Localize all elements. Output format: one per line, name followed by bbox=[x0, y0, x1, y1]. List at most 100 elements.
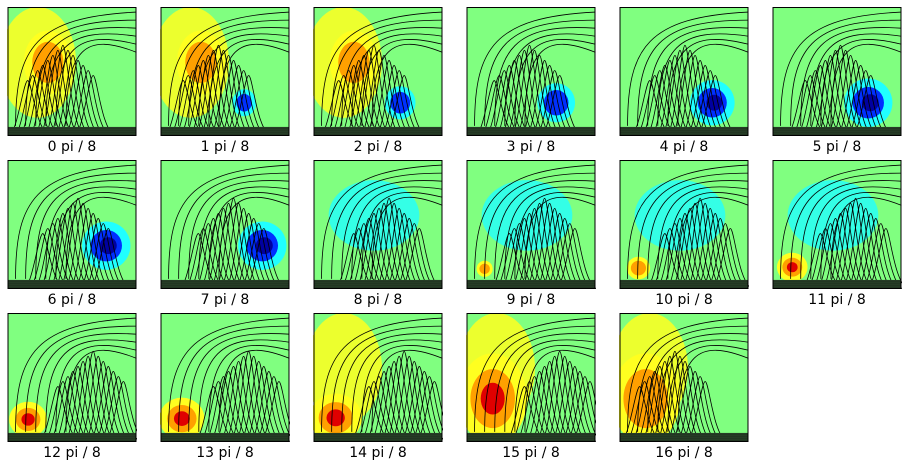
contour-line bbox=[666, 360, 708, 442]
contour-line bbox=[657, 339, 749, 432]
contour-line bbox=[340, 60, 382, 136]
contour-line bbox=[35, 333, 137, 432]
contour-line bbox=[505, 49, 547, 136]
contour-line bbox=[556, 366, 596, 442]
contour-line bbox=[556, 228, 596, 289]
plot-frame bbox=[619, 160, 749, 289]
contour-line bbox=[220, 360, 262, 442]
boundary-band-fill bbox=[160, 432, 290, 442]
contour-line bbox=[696, 213, 738, 289]
panel-caption: 9 pi / 8 bbox=[506, 292, 556, 308]
contour-line bbox=[25, 325, 137, 432]
contour-line bbox=[514, 192, 596, 279]
boundary-band-fill bbox=[7, 126, 137, 136]
contour-line bbox=[235, 218, 277, 289]
panel-caption: 10 pi / 8 bbox=[655, 292, 713, 308]
contour-line bbox=[524, 43, 596, 126]
contour-line bbox=[637, 172, 749, 279]
contour-line bbox=[536, 207, 578, 289]
anomaly-region-cyan bbox=[481, 180, 573, 251]
contour-line bbox=[390, 218, 432, 289]
panel-caption: 12 pi / 8 bbox=[43, 445, 101, 461]
boundary-band-fill bbox=[313, 126, 443, 136]
contour-line bbox=[627, 11, 749, 126]
anomaly-core-red bbox=[786, 262, 798, 273]
contour-line bbox=[526, 60, 568, 136]
contour-line bbox=[208, 39, 290, 126]
contour-lines bbox=[168, 317, 290, 442]
contour-line bbox=[240, 360, 282, 442]
contour-line bbox=[494, 333, 596, 432]
contour-line bbox=[49, 207, 91, 289]
contour-line bbox=[820, 192, 902, 279]
contour-line bbox=[321, 317, 443, 432]
contour-line bbox=[35, 180, 137, 279]
contour-line bbox=[541, 75, 583, 136]
contour-line bbox=[205, 207, 246, 289]
contour-line bbox=[370, 197, 412, 289]
contour-line bbox=[837, 60, 879, 136]
contour-line bbox=[504, 339, 596, 432]
phase-panel: 10 pi / 8 bbox=[619, 160, 749, 310]
cold-anomaly-0 bbox=[689, 80, 735, 126]
contour-line bbox=[677, 196, 749, 279]
contour-plot bbox=[466, 160, 596, 289]
contour-line bbox=[842, 65, 884, 136]
contour-line bbox=[371, 43, 443, 126]
contour-line bbox=[524, 196, 596, 279]
plot-frame bbox=[772, 160, 902, 289]
contour-line bbox=[45, 339, 137, 432]
contour-line bbox=[627, 164, 749, 279]
contour-line bbox=[667, 345, 749, 432]
contour-line bbox=[79, 218, 121, 289]
contour-line bbox=[566, 376, 596, 442]
phase-panel: 6 pi / 8 bbox=[7, 160, 137, 310]
contour-line bbox=[627, 317, 749, 432]
contour-line bbox=[657, 33, 749, 126]
contour-plot bbox=[160, 7, 290, 136]
contour-line bbox=[15, 164, 137, 279]
anomaly-core-red bbox=[21, 413, 35, 426]
contour-line bbox=[245, 228, 287, 289]
plot-frame bbox=[619, 7, 749, 136]
phase-panel: 2 pi / 8 bbox=[313, 7, 443, 157]
contour-line bbox=[351, 186, 443, 279]
contour-line bbox=[99, 376, 137, 442]
contour-line bbox=[331, 172, 443, 279]
contour-line bbox=[546, 218, 588, 289]
contour-line bbox=[74, 75, 116, 136]
phase-panel: 8 pi / 8 bbox=[313, 160, 443, 310]
anomaly-core-red bbox=[173, 411, 190, 426]
boundary-band-fill bbox=[313, 279, 443, 289]
contour-line bbox=[405, 371, 443, 442]
contour-line bbox=[350, 49, 392, 136]
contour-line bbox=[59, 60, 101, 136]
plot-frame bbox=[619, 313, 749, 442]
contour-line bbox=[701, 218, 743, 289]
contour-line bbox=[220, 65, 262, 136]
contour-plot bbox=[7, 160, 137, 289]
panel-caption: 16 pi / 8 bbox=[655, 445, 713, 461]
contour-line bbox=[686, 381, 728, 442]
boundary-band-fill bbox=[7, 432, 137, 442]
contour-line bbox=[561, 371, 596, 442]
contour-line bbox=[215, 366, 256, 442]
panel-caption: 2 pi / 8 bbox=[353, 139, 403, 155]
contour-line bbox=[371, 349, 443, 432]
warm-anomaly-0 bbox=[329, 30, 378, 95]
plot-frame bbox=[7, 160, 137, 289]
warm-anomaly-1 bbox=[626, 256, 651, 280]
contour-lines bbox=[321, 317, 443, 442]
contour-line bbox=[380, 70, 422, 136]
boundary-band-fill bbox=[160, 126, 290, 136]
contour-line bbox=[331, 19, 443, 126]
contour-line bbox=[168, 317, 290, 432]
contour-line bbox=[321, 11, 443, 126]
warm-anomaly-0 bbox=[313, 393, 362, 442]
contour-line bbox=[691, 70, 733, 136]
contour-plot bbox=[466, 313, 596, 442]
plot-frame bbox=[466, 7, 596, 136]
contour-plot bbox=[313, 7, 443, 136]
contour-line bbox=[832, 54, 874, 136]
